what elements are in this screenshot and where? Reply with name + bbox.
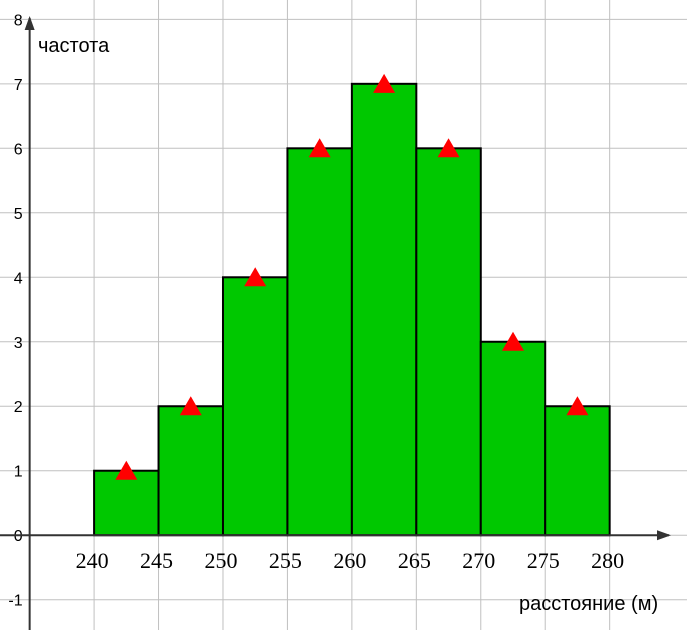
x-tick-label: 255 — [269, 548, 302, 573]
y-axis-label: частота — [38, 35, 110, 57]
bar — [286, 147, 353, 537]
marker — [244, 267, 267, 287]
bar — [479, 340, 547, 537]
x-tick-label: 270 — [462, 548, 495, 573]
marker — [373, 73, 396, 93]
bar — [350, 82, 418, 537]
y-tick-label: 0 — [14, 528, 23, 545]
bar — [544, 405, 611, 537]
bar — [93, 469, 160, 537]
marker — [115, 460, 138, 480]
x-tick-label: 240 — [76, 548, 109, 573]
marker — [566, 396, 589, 416]
marker — [501, 331, 524, 351]
y-tick-label: -1 — [8, 593, 22, 610]
y-axis-arrow — [24, 16, 35, 30]
y-tick-label: 7 — [14, 77, 23, 94]
bar — [221, 276, 289, 537]
y-tick-label: 2 — [14, 399, 23, 416]
marker — [437, 138, 460, 158]
x-tick-label: 250 — [204, 548, 237, 573]
y-tick-label: 8 — [14, 12, 23, 29]
y-tick-label: 3 — [14, 335, 23, 352]
x-axis-label: расстояние (м) — [519, 593, 658, 615]
y-tick-label: 6 — [14, 141, 23, 158]
bars — [93, 73, 611, 537]
x-axis-arrow — [657, 530, 671, 541]
y-tick-label: 1 — [14, 464, 23, 481]
marker — [179, 396, 202, 416]
x-tick-label: 245 — [140, 548, 173, 573]
bar — [415, 147, 482, 537]
y-tick-label: 4 — [14, 270, 23, 287]
marker — [308, 138, 331, 158]
x-tick-label: 260 — [333, 548, 366, 573]
x-tick-label: 265 — [398, 548, 431, 573]
y-tick-label: 5 — [14, 206, 23, 223]
x-tick-label: 275 — [527, 548, 560, 573]
bar — [157, 405, 224, 537]
x-tick-label: 280 — [591, 548, 624, 573]
axes: -1 0 1 2 3 4 5 6 7 8 240 245 250 255 260 265 270 275 280 — [0, 12, 671, 630]
